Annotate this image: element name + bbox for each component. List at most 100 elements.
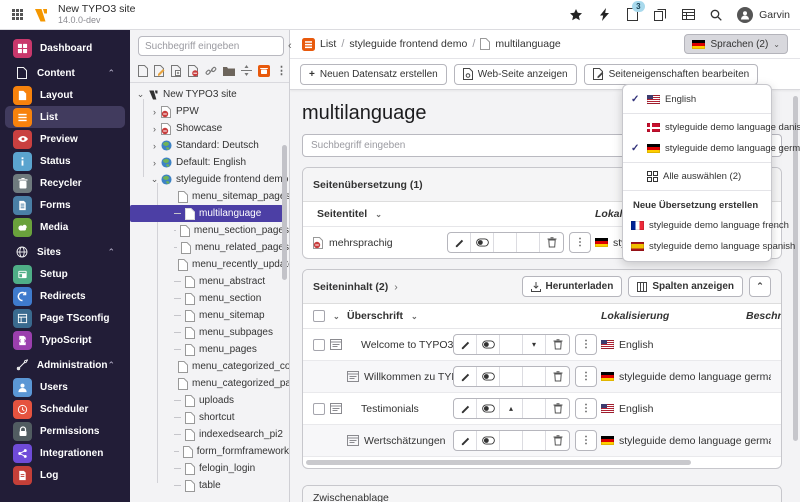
- column-ueberschrift[interactable]: Überschrift: [347, 310, 404, 322]
- sidebar-item-setup[interactable]: Setup: [5, 263, 125, 285]
- more-actions-button[interactable]: ⋮: [575, 398, 597, 419]
- tree-item-standard-deutsch[interactable]: › Standard: Deutsch: [130, 137, 289, 154]
- drag-new-spacer-icon[interactable]: [241, 64, 252, 77]
- sidebar-item-layout[interactable]: Layout: [5, 84, 125, 106]
- tree-item-menu-section-pages[interactable]: menu_section_pages: [130, 222, 289, 239]
- hide-toggle-button[interactable]: [477, 367, 500, 386]
- sidebar-item-list[interactable]: List: [5, 106, 125, 128]
- username[interactable]: Garvin: [759, 8, 790, 21]
- more-actions-button[interactable]: ⋮: [575, 334, 597, 355]
- tree-item-form-formframework[interactable]: form_formframework: [130, 443, 289, 460]
- edit-record-button[interactable]: [454, 367, 477, 386]
- record-title[interactable]: Willkommen zu TYPO3 v14: [364, 370, 453, 383]
- tree-item-indexedsearch-pi2[interactable]: indexedsearch_pi2: [130, 426, 289, 443]
- view-webpage-button[interactable]: Web-Seite anzeigen: [453, 63, 577, 85]
- select-all-languages[interactable]: Alle auswählen (2): [623, 166, 771, 187]
- tree-item-shortcut[interactable]: shortcut: [130, 409, 289, 426]
- chevron-right-icon[interactable]: ›: [153, 106, 156, 117]
- tree-toolbar-more-icon[interactable]: ⋮: [276, 65, 287, 77]
- tree-item-uploads[interactable]: uploads: [130, 392, 289, 409]
- drag-new-shortcut-page-icon[interactable]: [171, 64, 182, 77]
- tree-item-menu-categorized-content[interactable]: menu_categorized_content: [130, 358, 289, 375]
- select-all-checkbox[interactable]: [313, 310, 325, 322]
- row-checkbox[interactable]: [313, 402, 325, 415]
- chevron-right-icon[interactable]: ›: [153, 123, 156, 134]
- breadcrumb-item[interactable]: styleguide frontend demo: [349, 38, 468, 50]
- sidebar-item-users[interactable]: Users: [5, 376, 125, 398]
- download-button[interactable]: Herunterladen: [521, 276, 623, 297]
- record-title[interactable]: mehrsprachig: [329, 236, 393, 249]
- tree-item-menu-section[interactable]: menu_section: [130, 290, 289, 307]
- show-columns-button[interactable]: Spalten anzeigen: [628, 276, 743, 297]
- tree-item-menu-sitemap-pages[interactable]: menu_sitemap_pages: [130, 188, 289, 205]
- chevron-right-icon[interactable]: ›: [153, 140, 156, 151]
- sidebar-item-log[interactable]: Log: [5, 464, 125, 486]
- more-actions-button[interactable]: ⋮: [569, 232, 591, 253]
- breadcrumb-item[interactable]: multilanguage: [495, 38, 561, 50]
- delete-record-button[interactable]: [540, 233, 563, 252]
- sidebar-item-scheduler[interactable]: Scheduler: [5, 398, 125, 420]
- tree-item-styleguide-frontend-demo[interactable]: ⌄ styleguide frontend demo: [130, 171, 289, 188]
- column-seitentitel[interactable]: Seitentitel: [317, 208, 368, 220]
- record-title[interactable]: Wertschätzungen: [364, 434, 446, 447]
- sidebar-item-page-tsconfig[interactable]: Page TSconfig: [5, 307, 125, 329]
- sidebar-item-preview[interactable]: Preview: [5, 128, 125, 150]
- user-avatar[interactable]: [737, 6, 754, 23]
- search-icon[interactable]: [709, 8, 723, 22]
- tree-item-felogin-login[interactable]: felogin_login: [130, 460, 289, 477]
- sidebar-item-media[interactable]: Media: [5, 216, 125, 238]
- more-actions-button[interactable]: ⋮: [575, 366, 597, 387]
- tree-item-showcase[interactable]: › Showcase: [130, 120, 289, 137]
- hide-toggle-button[interactable]: [477, 335, 500, 354]
- sidebar-item-typoscript[interactable]: TypoScript: [5, 329, 125, 351]
- drag-new-page-icon[interactable]: [138, 64, 148, 77]
- record-title[interactable]: Testimonials: [361, 402, 419, 415]
- sidebar-item-status[interactable]: Status: [5, 150, 125, 172]
- app-grid-icon[interactable]: [10, 8, 24, 22]
- collapse-tree-icon[interactable]: ‹: [288, 40, 292, 52]
- tree-item-new-typo3-site[interactable]: ⌄ New TYPO3 site: [130, 86, 289, 103]
- tree-item-menu-subpages[interactable]: menu_subpages: [130, 324, 289, 341]
- chevron-down-icon[interactable]: ⌄: [150, 174, 159, 184]
- breadcrumb-item[interactable]: List: [320, 38, 337, 50]
- chevron-right-icon[interactable]: ›: [394, 280, 398, 293]
- vertical-scrollbar[interactable]: [793, 96, 798, 441]
- language-option-german[interactable]: ✓ styleguide demo language german: [623, 138, 800, 159]
- sidebar-item-dashboard[interactable]: Dashboard: [5, 37, 125, 59]
- system-information-icon[interactable]: [681, 8, 695, 22]
- sidebar-item-recycler[interactable]: Recycler: [5, 172, 125, 194]
- tree-item-menu-related-pages[interactable]: menu_related_pages: [130, 239, 289, 256]
- drag-new-recycler-icon[interactable]: [258, 64, 270, 77]
- workspace-icon[interactable]: [653, 8, 667, 22]
- edit-record-button[interactable]: [454, 431, 477, 450]
- clear-cache-bolt-icon[interactable]: [597, 8, 611, 22]
- new-record-button[interactable]: + Neuen Datensatz erstellen: [300, 63, 447, 85]
- language-option-danish[interactable]: styleguide demo language danish: [623, 117, 800, 138]
- hide-toggle-button[interactable]: [477, 399, 500, 418]
- sidebar-item-permissions[interactable]: Permissions: [5, 420, 125, 442]
- delete-record-button[interactable]: [546, 335, 569, 354]
- chevron-down-icon[interactable]: ⌄: [333, 311, 340, 321]
- bookmark-star-icon[interactable]: [569, 8, 583, 22]
- collapse-section-button[interactable]: ⌃: [749, 276, 771, 297]
- sidebar-group-content[interactable]: Content ⌃: [5, 62, 125, 84]
- move-up-button[interactable]: ▴: [500, 399, 523, 418]
- tree-item-menu-pages[interactable]: menu_pages: [130, 341, 289, 358]
- edit-record-button[interactable]: [454, 335, 477, 354]
- sidebar-item-forms[interactable]: Forms: [5, 194, 125, 216]
- sidebar-item-integrations[interactable]: Integrationen: [5, 442, 125, 464]
- horizontal-scrollbar[interactable]: [306, 460, 691, 465]
- sidebar-group-administration[interactable]: Administration ⌃: [5, 354, 125, 376]
- tree-item-menu-abstract[interactable]: menu_abstract: [130, 273, 289, 290]
- edit-record-button[interactable]: [454, 399, 477, 418]
- tree-item-menu-recently-updated[interactable]: menu_recently_updated: [130, 256, 289, 273]
- delete-record-button[interactable]: [546, 367, 569, 386]
- tree-item-table[interactable]: table: [130, 477, 289, 494]
- chevron-right-icon[interactable]: ›: [153, 157, 156, 168]
- languages-dropdown-button[interactable]: Sprachen (2) ⌄: [684, 34, 788, 54]
- delete-record-button[interactable]: [546, 399, 569, 418]
- create-translation-french[interactable]: styleguide demo language french: [623, 215, 789, 236]
- tree-item-menu-categorized-pages[interactable]: menu_categorized_pages: [130, 375, 289, 392]
- sidebar-group-sites[interactable]: Sites ⌃: [5, 241, 125, 263]
- drag-new-page-edit-icon[interactable]: [154, 64, 165, 77]
